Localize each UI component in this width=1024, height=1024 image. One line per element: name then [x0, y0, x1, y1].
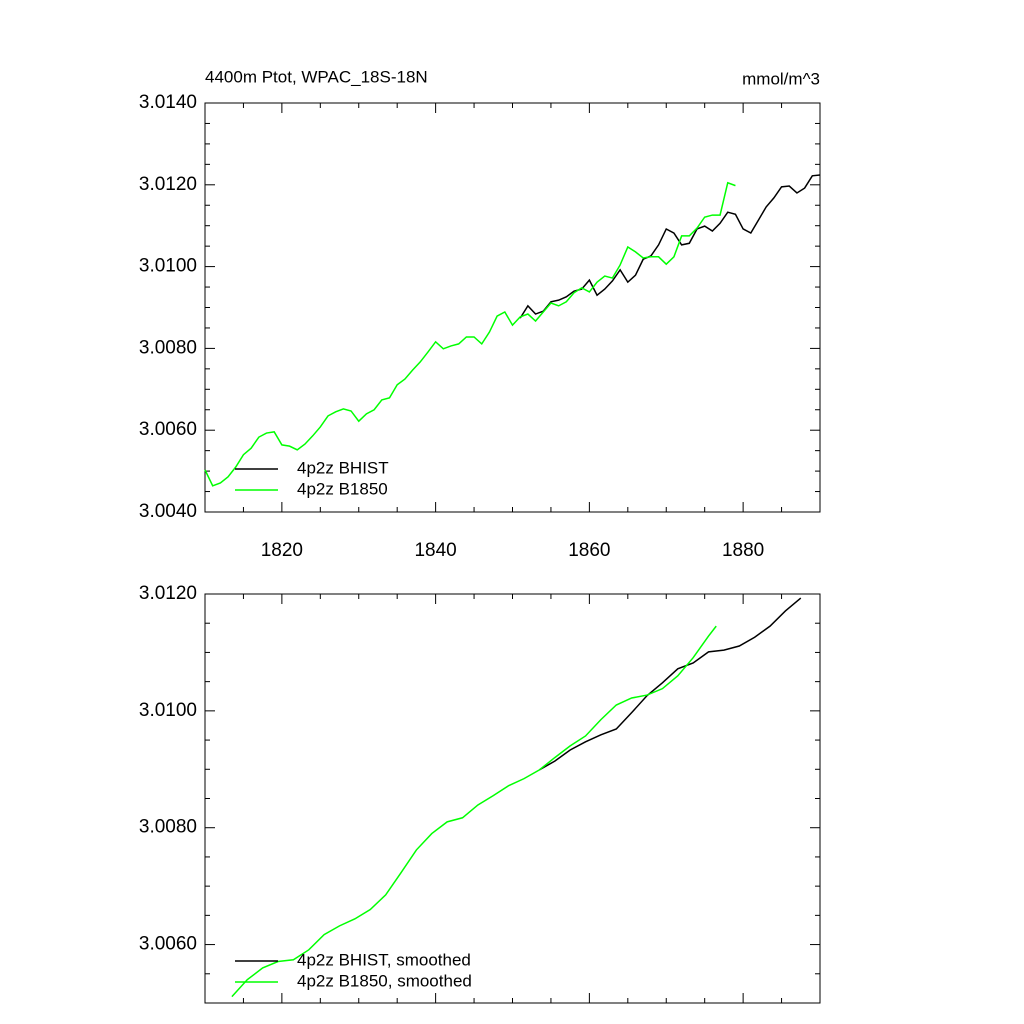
chart-title: 4400m Ptot, WPAC_18S-18N	[205, 67, 428, 86]
y-tick-label: 3.0040	[139, 501, 197, 522]
x-tick-label: 1820	[261, 540, 303, 561]
x-tick-label: 1840	[414, 540, 456, 561]
legend-label: 4p2z B1850	[297, 479, 388, 498]
y-tick-label: 3.0060	[139, 419, 197, 440]
series-line	[539, 597, 802, 771]
legend-label: 4p2z BHIST, smoothed	[297, 950, 471, 969]
series-line	[519, 174, 821, 319]
y-tick-label: 3.0120	[139, 174, 197, 195]
units-label: mmol/m^3	[742, 69, 820, 88]
x-tick-label: 1860	[568, 540, 610, 561]
legend-label: 4p2z BHIST	[297, 458, 389, 477]
x-tick-label: 1880	[722, 540, 764, 561]
y-tick-label: 3.0120	[139, 583, 197, 604]
y-tick-label: 3.0080	[139, 337, 197, 358]
y-tick-label: 3.0100	[139, 256, 197, 277]
y-tick-label: 3.0080	[139, 817, 197, 838]
series-line	[231, 625, 717, 998]
plot-frame	[204, 593, 821, 1004]
y-tick-label: 3.0100	[139, 700, 197, 721]
series-line	[204, 181, 736, 487]
y-tick-label: 3.0060	[139, 934, 197, 955]
y-tick-label: 3.0140	[139, 92, 197, 113]
legend-label: 4p2z B1850, smoothed	[297, 971, 472, 990]
